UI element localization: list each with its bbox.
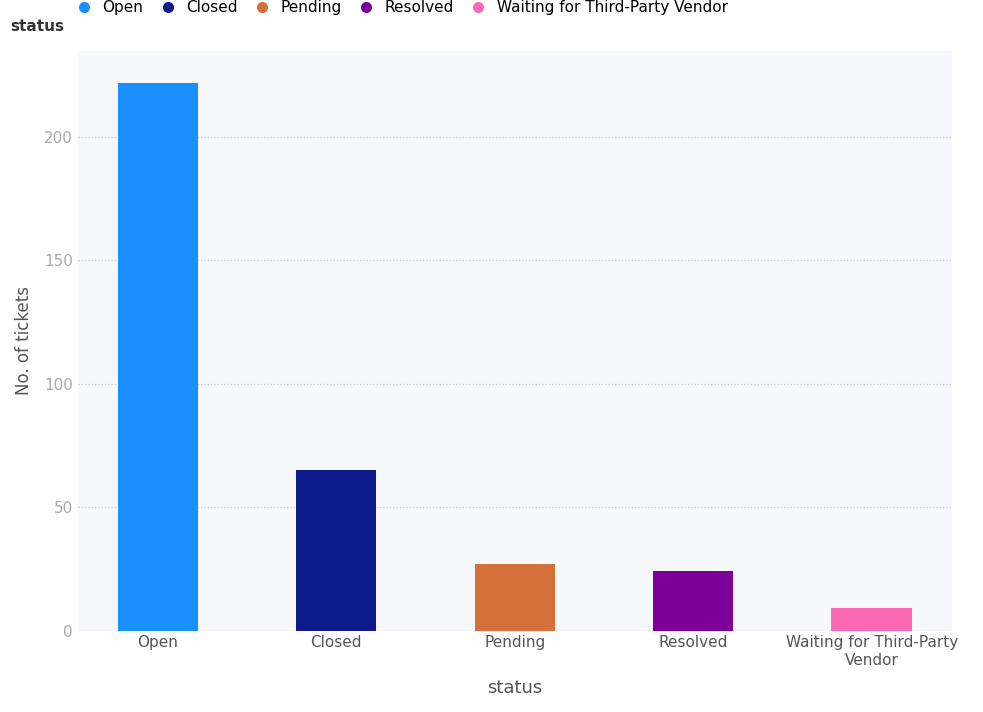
Bar xyxy=(296,470,376,631)
X-axis label: status: status xyxy=(487,679,543,697)
Bar xyxy=(475,564,554,631)
Bar xyxy=(832,609,912,631)
Text: status: status xyxy=(10,19,64,33)
Legend: Open, Closed, Pending, Resolved, Waiting for Third-Party Vendor: Open, Closed, Pending, Resolved, Waiting… xyxy=(69,0,727,15)
Bar xyxy=(118,83,198,631)
Bar xyxy=(653,572,733,631)
Y-axis label: No. of tickets: No. of tickets xyxy=(15,286,33,395)
